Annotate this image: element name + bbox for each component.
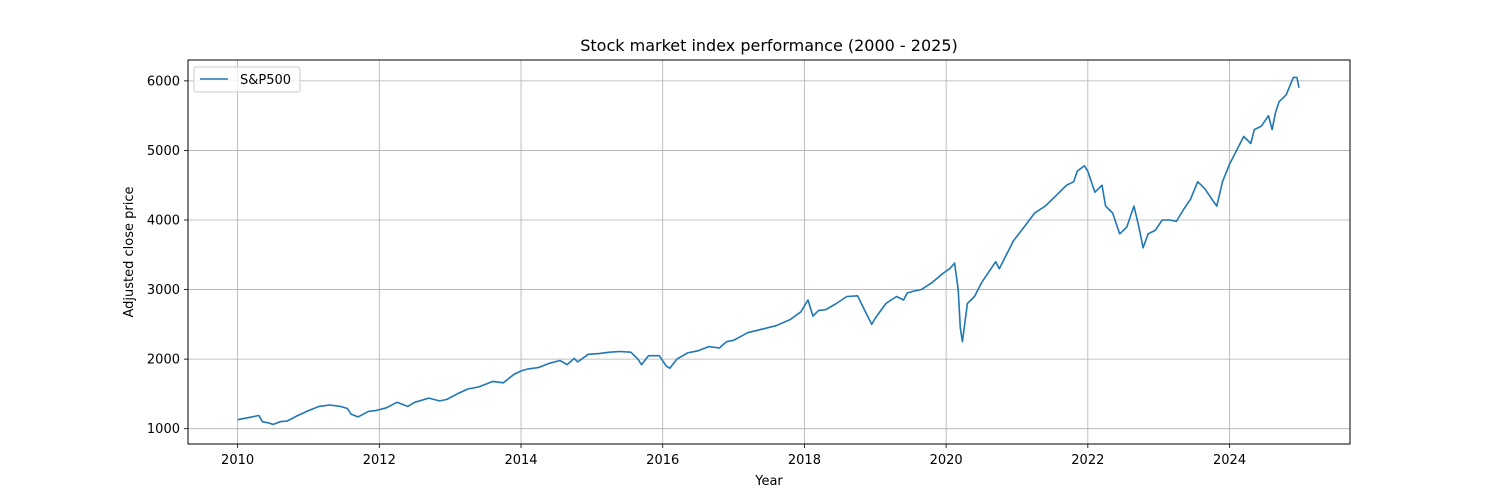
x-tick-label: 2014 [504, 453, 537, 468]
legend-label: S&P500 [240, 73, 291, 88]
x-axis-label: Year [754, 474, 783, 489]
x-tick-label: 2024 [1213, 453, 1246, 468]
y-axis-label: Adjusted close price [122, 187, 137, 318]
series-line-sp500 [237, 76, 1300, 426]
series-layer [237, 76, 1300, 426]
chart-title: Stock market index performance (2000 - 2… [580, 36, 958, 55]
plot-frame [187, 59, 1351, 445]
y-tick-label: 4000 [147, 214, 180, 229]
x-axis: 2010 2012 2014 2016 2018 2020 2022 2024 [221, 444, 1246, 468]
x-tick-label: 2012 [363, 453, 396, 468]
y-tick-label: 3000 [147, 283, 180, 298]
y-axis: 1000 2000 3000 4000 5000 6000 [147, 74, 188, 437]
x-tick-label: 2010 [221, 453, 254, 468]
legend-box [193, 66, 301, 93]
y-tick-label: 5000 [147, 144, 180, 159]
y-tick-label: 2000 [147, 353, 180, 368]
y-tick-label: 6000 [147, 74, 180, 89]
legend: S&P500 [193, 66, 301, 93]
x-tick-label: 2016 [646, 453, 679, 468]
grid [188, 60, 1350, 444]
x-tick-label: 2018 [788, 453, 821, 468]
x-tick-label: 2022 [1071, 453, 1104, 468]
x-tick-label: 2020 [930, 453, 963, 468]
y-tick-label: 1000 [147, 422, 180, 437]
